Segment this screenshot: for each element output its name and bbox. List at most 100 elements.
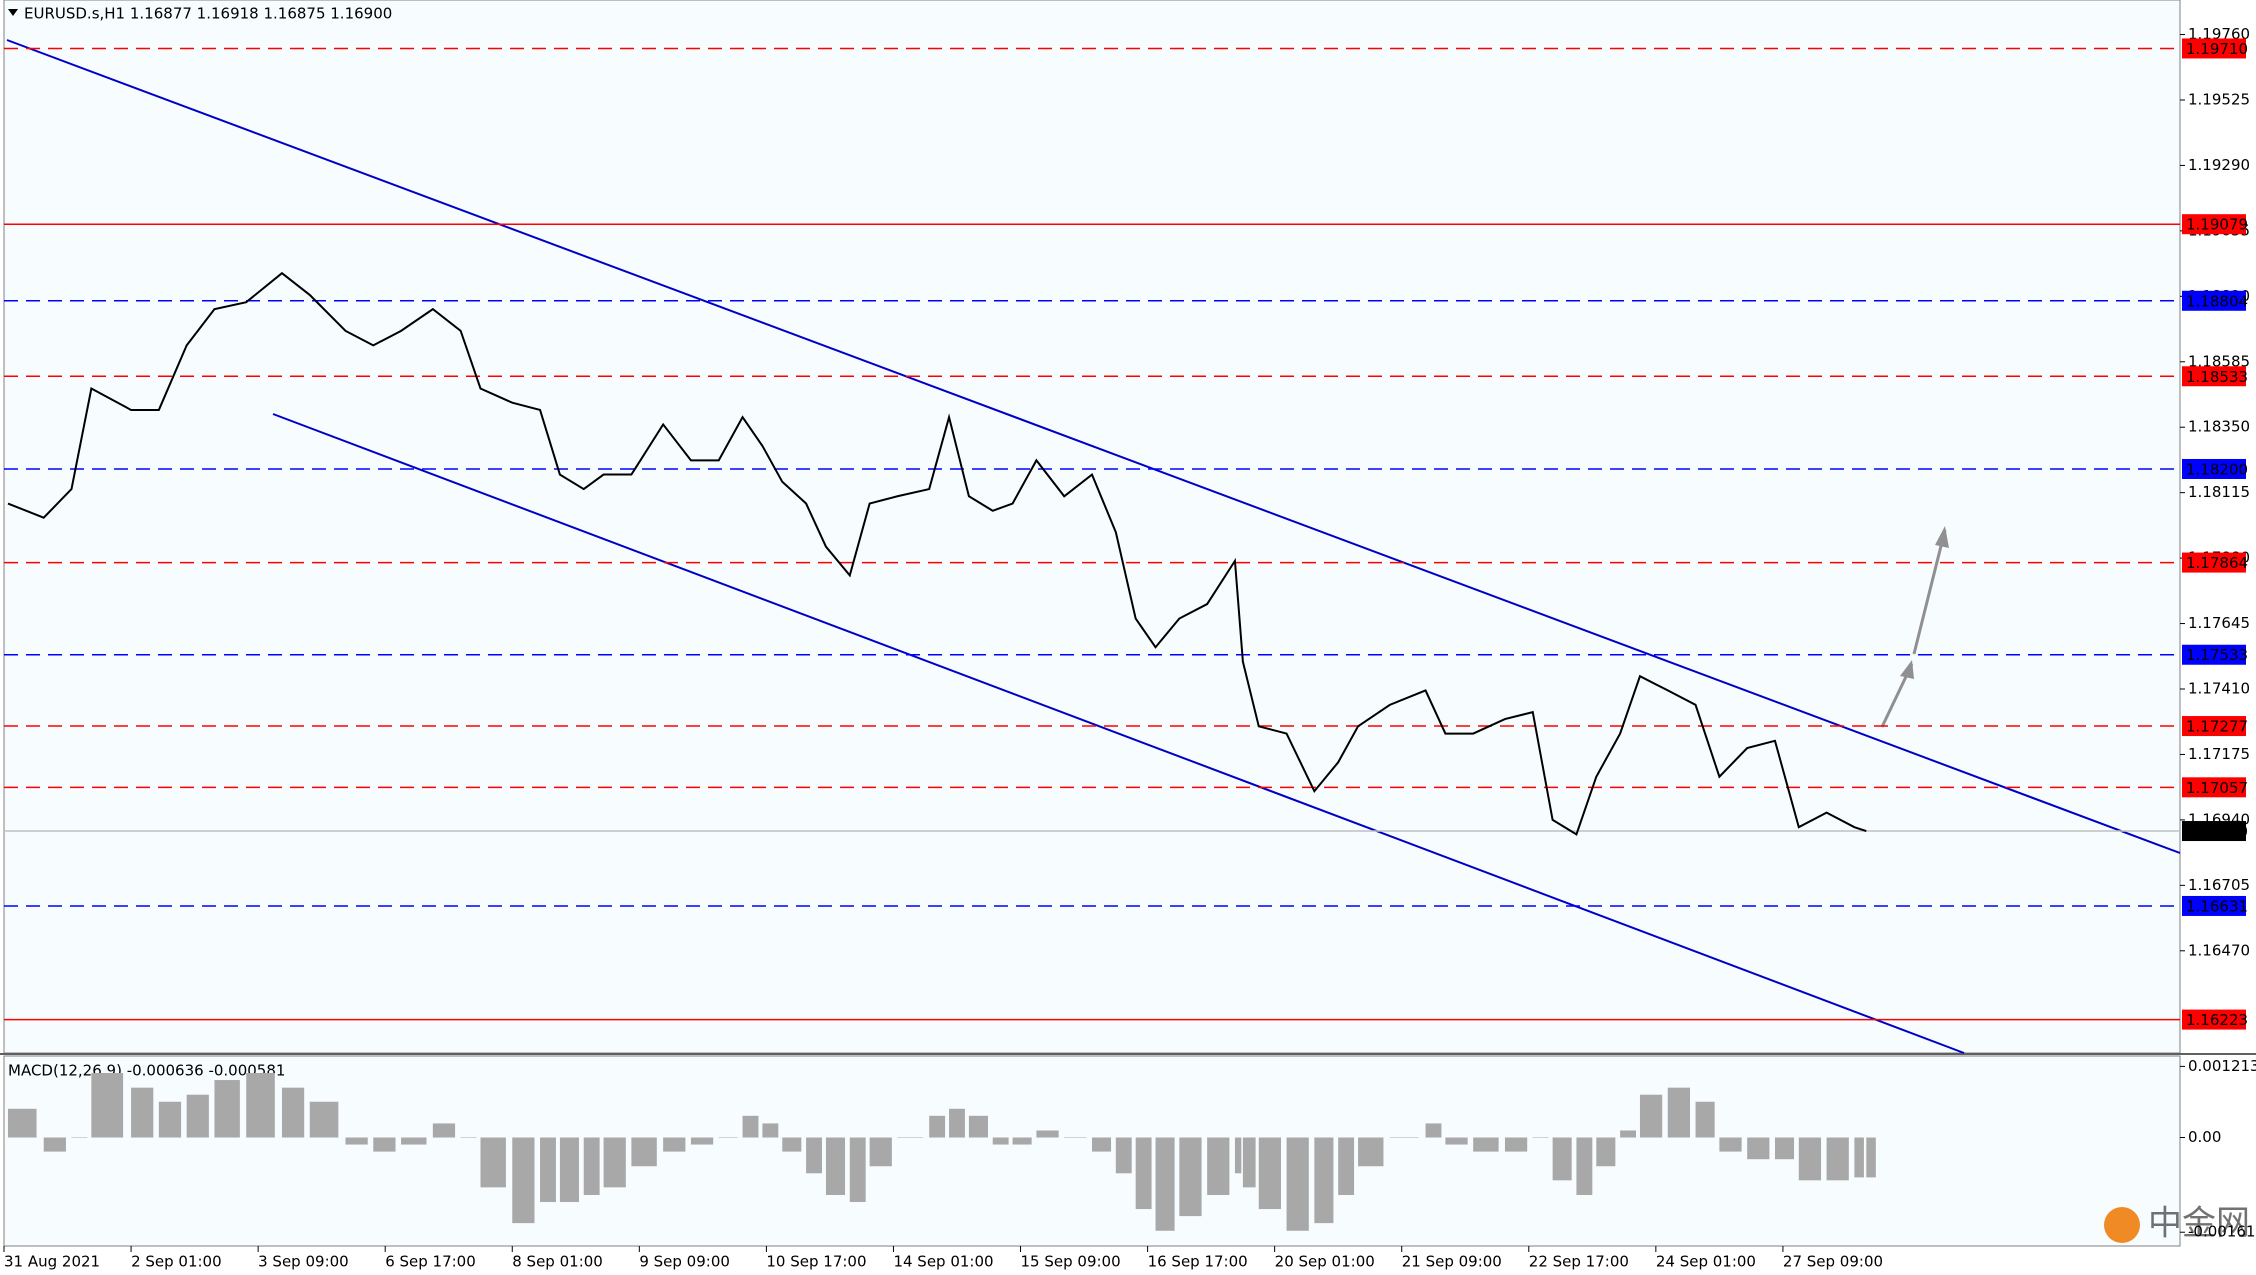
level-label: 1.16223 — [2186, 1011, 2248, 1029]
macd-bar — [1155, 1137, 1175, 1231]
arrow — [1912, 529, 1947, 655]
x-tick-label: 10 Sep 17:00 — [766, 1253, 866, 1271]
level-label: 1.17864 — [2186, 554, 2248, 572]
x-tick-label: 3 Sep 09:00 — [258, 1253, 349, 1271]
macd-bar — [897, 1137, 923, 1139]
macd-bar — [432, 1123, 456, 1138]
macd-bar — [1092, 1137, 1112, 1152]
macd-bar — [849, 1137, 866, 1203]
level-label: 1.18200 — [2186, 460, 2248, 478]
macd-bar — [806, 1137, 822, 1174]
macd-bar — [460, 1137, 477, 1139]
level-label-box — [2182, 644, 2246, 665]
macd-bar — [309, 1101, 339, 1138]
x-tick-label: 15 Sep 09:00 — [1021, 1253, 1121, 1271]
macd-bar — [540, 1137, 556, 1203]
macd-bar — [949, 1108, 965, 1138]
x-tick-label: 20 Sep 01:00 — [1275, 1253, 1375, 1271]
macd-bar — [1338, 1137, 1355, 1195]
macd-bar — [1774, 1137, 1795, 1160]
x-tick-label: 27 Sep 09:00 — [1783, 1253, 1883, 1271]
y-tick-label: 0.001213 — [2188, 1057, 2256, 1075]
y-tick-label: 1.18350 — [2188, 418, 2250, 436]
macd-bar — [992, 1137, 1009, 1145]
macd-bar — [1639, 1094, 1663, 1138]
level-label-box — [2182, 38, 2246, 59]
macd-bar — [1504, 1137, 1528, 1152]
y-tick-label: 0.00 — [2188, 1128, 2221, 1146]
macd-bar — [929, 1115, 946, 1138]
macd-bar — [1473, 1137, 1499, 1152]
watermark: 中金网 — [2148, 1204, 2250, 1244]
macd-bar — [1179, 1137, 1202, 1217]
macd-bar — [825, 1137, 846, 1195]
level-label-box — [2182, 716, 2246, 737]
macd-bar — [762, 1123, 779, 1138]
macd-label: MACD(12,26,9) -0.000636 -0.000581 — [8, 1062, 285, 1080]
level-label: 1.19710 — [2186, 40, 2248, 58]
x-tick-label: 31 Aug 2021 — [4, 1253, 100, 1271]
macd-bar — [1358, 1137, 1384, 1167]
macd-bar — [1064, 1137, 1087, 1139]
macd-bar — [373, 1137, 396, 1152]
level-label: 1.18804 — [2186, 292, 2248, 310]
macd-bar — [401, 1137, 427, 1145]
x-tick-label: 24 Sep 01:00 — [1656, 1253, 1756, 1271]
price-line — [7, 271, 1867, 836]
macd-bar — [603, 1137, 626, 1188]
macd-bar — [782, 1137, 802, 1152]
level-label: 1.17277 — [2186, 718, 2248, 736]
macd-bar — [1314, 1137, 1334, 1224]
menu-triangle — [8, 9, 18, 16]
macd-bar — [1258, 1137, 1282, 1210]
level-label: 1.17533 — [2186, 646, 2248, 664]
level-label-box — [2182, 458, 2246, 479]
macd-bar — [246, 1073, 275, 1138]
macd-bar — [1532, 1137, 1549, 1139]
x-tick-label: 8 Sep 01:00 — [512, 1253, 603, 1271]
y-tick-label: 1.18115 — [2188, 483, 2250, 501]
macd-bar — [43, 1137, 66, 1152]
x-tick-label: 22 Sep 17:00 — [1529, 1253, 1629, 1271]
x-tick-label: 6 Sep 17:00 — [385, 1253, 476, 1271]
macd-bar — [1620, 1130, 1636, 1138]
macd-bar — [1242, 1137, 1256, 1188]
y-tick-label: 1.19290 — [2188, 156, 2250, 174]
arrow-head — [1935, 526, 1949, 548]
y-tick-label: 1.18585 — [2188, 352, 2250, 370]
macd-bar — [1854, 1137, 1864, 1178]
macd-bar — [1389, 1137, 1419, 1139]
level-label: 1.17057 — [2186, 779, 2248, 797]
x-tick-label: 2 Sep 01:00 — [131, 1253, 222, 1271]
y-tick-label: 1.17645 — [2188, 614, 2250, 632]
macd-bar — [1425, 1123, 1442, 1138]
level-label-box — [2182, 552, 2246, 573]
level-label: 1.18533 — [2186, 368, 2248, 386]
macd-bar — [663, 1137, 686, 1152]
chart-header: EURUSD.s,H1 1.16877 1.16918 1.16875 1.16… — [24, 5, 392, 23]
macd-bar — [1012, 1137, 1032, 1145]
macd-bar — [559, 1137, 579, 1203]
macd-bar — [281, 1087, 305, 1138]
macd-bar — [1445, 1137, 1468, 1145]
x-tick-label: 14 Sep 01:00 — [893, 1253, 993, 1271]
macd-bar — [1826, 1137, 1849, 1181]
macd-bar — [131, 1087, 154, 1138]
trend-lines — [6, 39, 2181, 1054]
macd-bar — [742, 1115, 759, 1138]
macd-bar — [718, 1137, 738, 1139]
macd-bar — [1234, 1137, 1242, 1174]
y-tick-label: 1.16470 — [2188, 941, 2250, 959]
macd-bar — [7, 1108, 37, 1138]
macd-bar — [345, 1137, 368, 1145]
macd-bar — [631, 1137, 657, 1167]
macd-bar — [1286, 1137, 1309, 1231]
level-label-box — [2182, 777, 2246, 798]
main-panel — [3, 0, 2181, 1054]
macd-bar — [71, 1137, 88, 1139]
macd-bar — [512, 1137, 535, 1224]
level-label-box — [2182, 821, 2246, 842]
macd-bar — [1576, 1137, 1593, 1195]
macd-bar — [1207, 1137, 1230, 1195]
